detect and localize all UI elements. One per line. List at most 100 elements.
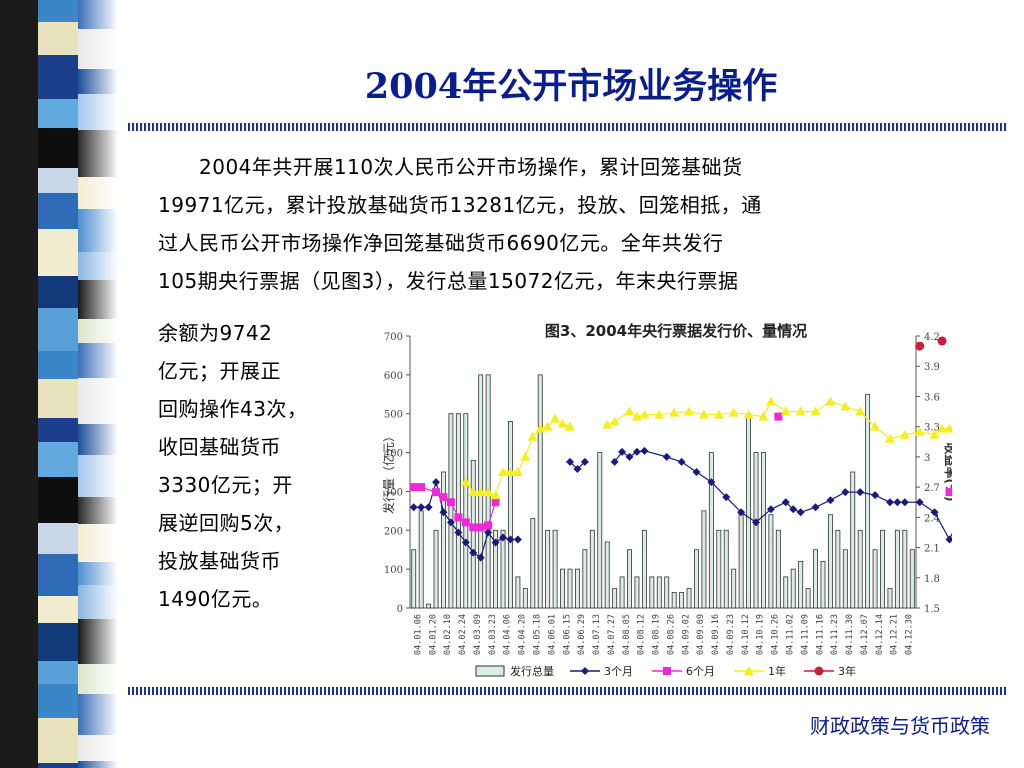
series-point [439,493,448,502]
series-point [856,488,865,497]
volume-bar [500,529,506,609]
series-point [899,429,910,439]
volume-bar [738,510,744,609]
volume-bar [493,529,499,609]
series-point [893,498,902,507]
series-point [722,493,731,502]
x-tick-label: 04.07.13 [592,614,602,655]
bill-issuance-chart: 图3、2004年央行票据发行价、量情况 0 100 200 300 400 500 600 70… [381,322,952,678]
volume-bar [887,588,893,609]
volume-bar [664,576,670,609]
series-line-segment [740,511,757,523]
volume-bar [463,413,469,609]
series-point [483,487,494,497]
series-point [885,498,894,507]
series-point [484,528,493,537]
volume-bar [783,576,789,609]
volume-bar [515,576,521,609]
series-point [512,467,523,476]
volume-bar [567,568,573,609]
series-line-segment [644,450,667,458]
series-point [520,451,531,461]
volume-bar [441,471,446,609]
series-point [506,535,515,544]
x-tick-label: 04.12.07 [860,614,870,655]
series-point [446,498,455,507]
volume-bar [835,529,841,609]
series-point [469,548,478,557]
series-point [840,401,851,411]
x-tick-label: 04.10.12 [741,614,751,655]
x-tick-label: 04.11.16 [815,614,825,655]
volume-bar [708,452,714,609]
volume-bar [842,549,848,609]
legend-label: 6个月 [686,665,715,678]
x-tick-label: 04.10.26 [771,614,781,655]
right-tick-label: 1.8 [924,574,940,585]
series-point [766,505,775,514]
series-point [713,409,724,419]
series-point [454,513,463,522]
x-tick-label: 04.08.26 [666,614,676,655]
chart-title: 图3、2004年央行票据发行价、量情况 [545,322,807,340]
series-line-segment [934,512,951,540]
series-point [476,553,485,562]
series-point [914,426,925,436]
volume-bar [522,588,528,609]
series-point [743,409,754,419]
series-point [780,406,791,416]
legend-label: 3个月 [604,665,633,678]
series-point [944,423,952,433]
series-point [491,498,500,507]
volume-bar [716,529,722,609]
x-tick-label: 04.09.23 [726,614,736,655]
series-point [774,412,783,421]
series-point [841,488,850,497]
side-line: 回购操作43次， [158,397,308,421]
series-point [781,498,790,507]
right-tick-label: 2.7 [924,483,940,494]
series-point [669,407,680,417]
x-tick-label: 04.04.20 [518,614,528,655]
left-tick-label: 700 [384,332,403,343]
series-point [692,468,701,476]
series-point [632,447,641,456]
series-point [527,431,538,441]
x-tick-label: 04.01.20 [428,614,438,655]
volume-bar [775,529,781,609]
volume-bar [582,549,588,609]
footer-label: 财政政策与货币政策 [810,714,990,738]
volume-bar [850,471,856,609]
decorative-strip [0,0,118,768]
volume-bar [701,510,707,609]
series-point [505,467,516,476]
volume-bar [508,421,513,609]
series-point [870,421,881,431]
series-line-segment [755,508,772,523]
slide-title: 2004年公开市场业务操作 [364,66,778,107]
side-line: 投放基础货币 [158,549,281,573]
x-tick-label: 04.06.29 [577,614,587,655]
x-tick-label: 04.12.14 [875,614,885,655]
volume-bar [671,592,677,609]
series-point [432,478,441,487]
series-point [937,336,947,346]
series-point [640,446,649,455]
volume-bar [448,413,454,609]
right-tick-label: 2.4 [924,513,940,524]
volume-bar [411,549,417,609]
volume-bar [813,549,818,609]
side-paragraph: 余额为9742 亿元；开展正 回购操作43次， 收回基础货币 3330亿元；开 … [158,314,373,618]
x-tick-label: 04.03.09 [473,614,483,655]
series-point [684,406,695,416]
series-point [625,452,634,461]
volume-bar [894,529,900,609]
volume-bar [820,560,826,609]
x-tick-label: 04.08.12 [637,614,647,655]
series-point [461,518,470,527]
series-point [446,518,455,527]
volume-bar [426,603,432,609]
series-point [737,508,746,517]
series-point [915,498,924,507]
series-point [476,523,485,532]
